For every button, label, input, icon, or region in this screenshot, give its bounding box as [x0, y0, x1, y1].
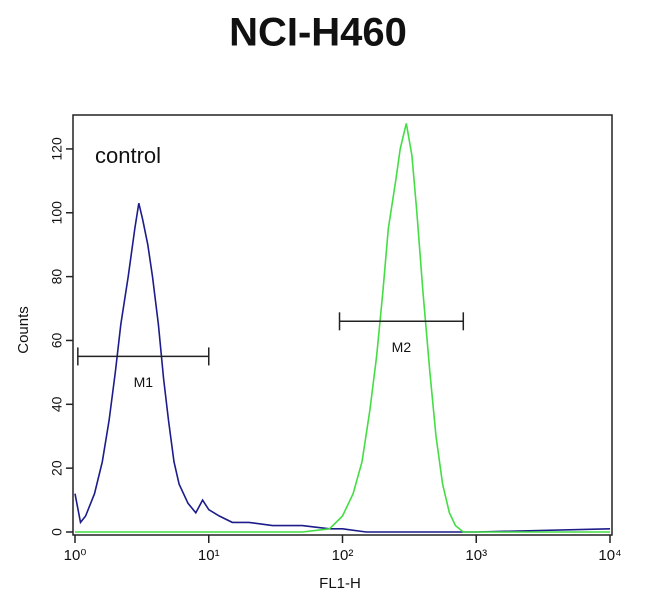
y-tick-label: 120 — [49, 137, 65, 161]
gate-label: M1 — [134, 374, 154, 390]
x-tick-label: 10⁴ — [598, 547, 621, 564]
y-tick-label: 20 — [49, 460, 65, 476]
histogram-line — [75, 123, 610, 533]
y-tick-label: 0 — [49, 528, 65, 536]
x-tick-label: 10¹ — [198, 547, 220, 564]
x-axis-label: FL1-H — [319, 575, 361, 592]
gate-label: M2 — [392, 339, 412, 355]
chart-title: NCI-H460 — [229, 11, 407, 55]
x-tick-label: 10⁰ — [64, 547, 87, 564]
annotation: control — [95, 143, 161, 168]
y-tick-label: 60 — [49, 332, 65, 348]
y-axis-label: Counts — [15, 306, 32, 354]
x-tick-label: 10² — [332, 547, 354, 564]
y-tick-label: 40 — [49, 396, 65, 412]
histogram-line — [74, 203, 611, 533]
plot-frame — [72, 114, 613, 536]
y-tick-label: 100 — [49, 201, 65, 225]
y-tick-label: 80 — [49, 269, 65, 285]
x-tick-label: 10³ — [465, 547, 487, 564]
